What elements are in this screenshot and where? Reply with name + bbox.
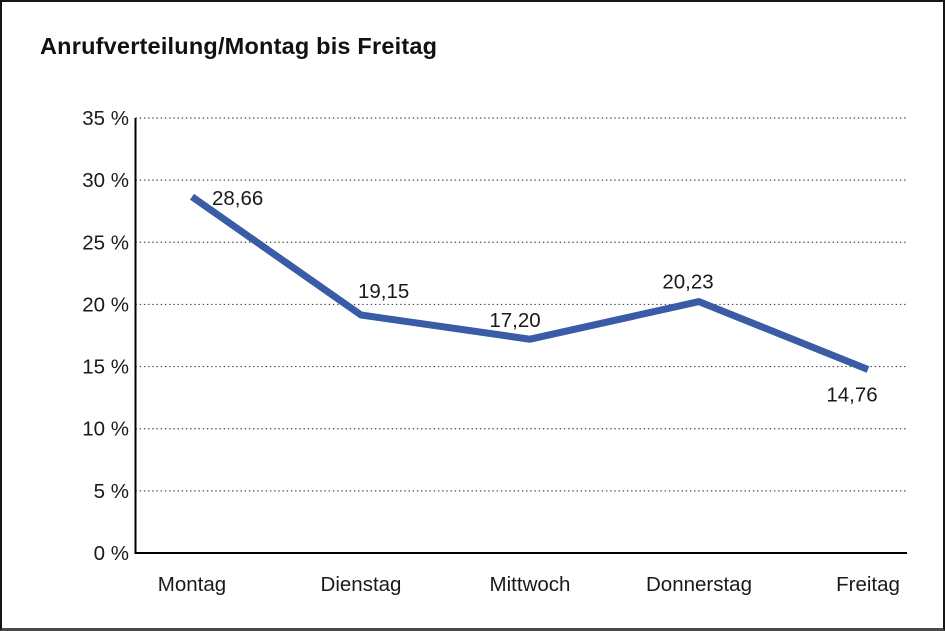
x-category-label: Dienstag [321,573,402,596]
x-category-label: Mittwoch [490,573,571,596]
data-line-series [189,193,870,373]
x-category-label: Freitag [836,573,900,596]
x-category-label: Donnerstag [646,573,752,596]
y-tick-label: 20 % [82,293,129,316]
x-category-label: Montag [158,573,226,596]
y-tick-label: 0 % [94,542,129,565]
y-tick-label: 10 % [82,418,129,441]
y-tick-label: 35 % [82,107,129,130]
chart-title: Anrufverteilung/Montag bis Freitag [40,33,438,59]
data-point-label: 28,66 [212,187,263,210]
data-point-label: 14,76 [826,384,877,407]
data-point-label: 20,23 [662,271,713,294]
y-tick-label: 15 % [82,356,129,379]
y-tick-label: 5 % [94,480,129,503]
y-tick-label: 30 % [82,169,129,192]
data-point-label: 17,20 [489,309,540,332]
y-tick-label: 25 % [82,231,129,254]
data-point-label: 19,15 [358,280,409,303]
